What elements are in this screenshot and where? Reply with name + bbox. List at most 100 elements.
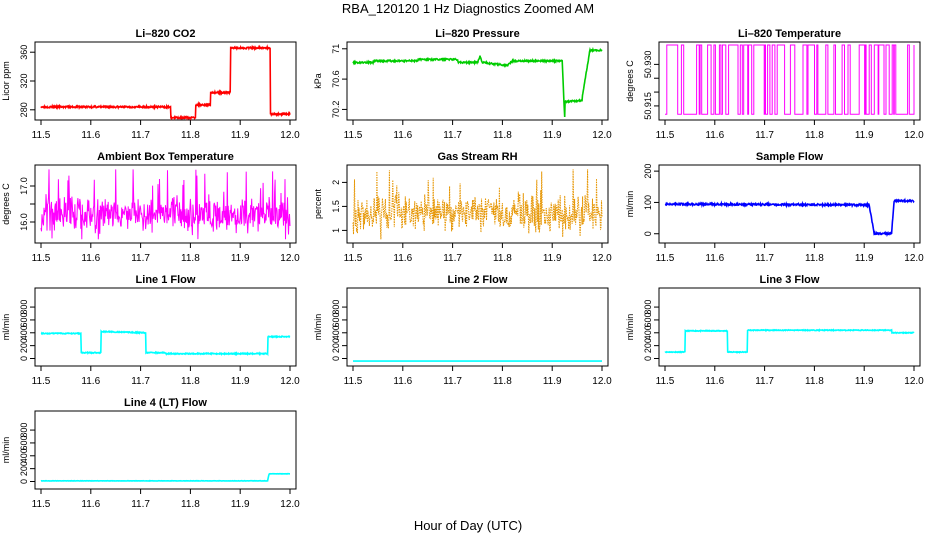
panel-6-xtick-label: 12.0 (280, 376, 300, 387)
panel-5-xtick-label: 11.7 (755, 253, 774, 264)
panel-7-xtick-label: 11.5 (344, 376, 363, 387)
panel-7-xtick-label: 11.8 (493, 376, 512, 387)
panel-8-xtick-label: 12.0 (904, 376, 924, 387)
panel-7: Line 2 Flow 11.5 11.6 11.7 11.8 11.9 12.0 0 2004… (313, 274, 612, 387)
panel-7-xtick-label: 11.9 (543, 376, 562, 387)
panel-0-ytick-label: 280 (19, 102, 29, 117)
panel-3-xtick-label: 12.0 (280, 253, 300, 264)
panel-2-xtick-label: 11.5 (656, 130, 675, 141)
panel-5-frame (658, 164, 921, 244)
panel-4-xtick-label: 12.0 (592, 253, 612, 264)
panel-1-title: Li–820 Pressure (435, 28, 519, 40)
panel-4-xtick-label: 11.7 (443, 253, 462, 264)
panel-4-data-line (352, 169, 603, 240)
panel-7-xtick-label: 11.6 (393, 376, 412, 387)
panel-2-xtick-label: 11.6 (705, 130, 724, 141)
panel-1: Li–820 Pressure 11.5 11.6 11.7 11.8 11.9 12.0 7… (313, 28, 612, 141)
panel-8: Line 3 Flow 11.5 11.6 11.7 11.8 11.9 12.0 0 2004… (625, 274, 924, 387)
panel-1-frame (346, 41, 609, 121)
panel-6-ylabel: ml/min (1, 314, 11, 341)
panel-1-xtick-label: 11.5 (344, 130, 363, 141)
panel-4-xtick-label: 11.8 (493, 253, 512, 264)
panel-6-ytick-label: 0 (19, 356, 29, 361)
panel-9-ytick-label: 600 (19, 435, 29, 450)
panel-1-xtick-label: 11.8 (493, 130, 512, 141)
panel-2-frame (658, 41, 921, 121)
panel-4-ytick-label: 1.5 (331, 200, 341, 213)
panel-6-data-line (40, 329, 291, 357)
panel-5: Sample Flow 11.5 11.6 11.7 11.8 11.9 12.0 0 100 2… (625, 151, 924, 264)
panel-4-xtick-label: 11.6 (393, 253, 412, 264)
panel-8-frame (658, 287, 921, 367)
panel-0: Li–820 CO2 11.5 11.6 11.7 11.8 11.9 12.0 280 320… (1, 28, 300, 141)
panel-8-xtick-label: 11.5 (656, 376, 675, 387)
panel-9-ytick-label: 200 (19, 461, 29, 476)
panel-2: Li–820 Temperature 11.5 11.6 11.7 11.8 11.9 12… (625, 28, 924, 141)
panel-6-ytick-label: 200 (19, 338, 29, 353)
panel-2-ylabel: degrees C (625, 60, 635, 102)
panel-6: Line 1 Flow 11.5 11.6 11.7 11.8 11.9 12.0 0 2004… (1, 274, 300, 387)
panel-6-xtick-label: 11.7 (131, 376, 150, 387)
panel-8-ytick-label: 400 (643, 325, 653, 340)
panel-9-data-line (40, 472, 290, 482)
panel-7-ytick-label: 200 (331, 338, 341, 353)
panel-5-ytick-label: 0 (643, 231, 653, 236)
panel-1-ytick-label: 70.2 (331, 101, 341, 119)
panel-7-ylabel: ml/min (313, 314, 323, 341)
panel-2-ytick-label: 50.915 (643, 92, 653, 120)
panel-9-xtick-label: 11.5 (32, 499, 51, 510)
panel-6-ytick-label: 600 (19, 312, 29, 327)
panel-6-frame (34, 287, 297, 367)
panel-7-title: Line 2 Flow (448, 274, 508, 286)
panel-5-ytick-label: 100 (643, 195, 653, 210)
panel-7-xtick-label: 11.7 (443, 376, 462, 387)
panel-9: Line 4 (LT) Flow 11.5 11.6 11.7 11.8 11.9 12.0… (1, 397, 300, 510)
panel-7-ytick-label: 800 (331, 300, 341, 315)
panel-4-title: Gas Stream RH (437, 151, 517, 163)
panel-0-xtick-label: 11.9 (231, 130, 250, 141)
panel-5-ylabel: ml/min (625, 191, 635, 218)
panel-2-xtick-label: 12.0 (904, 130, 924, 141)
panel-8-xtick-label: 11.8 (805, 376, 824, 387)
panel-0-ylabel: Licor ppm (1, 61, 11, 101)
panel-9-xtick-label: 12.0 (280, 499, 300, 510)
panel-9-ytick-label: 800 (19, 423, 29, 438)
panel-0-xtick-label: 11.5 (32, 130, 51, 141)
panel-5-xtick-label: 11.8 (805, 253, 824, 264)
panel-2-xtick-label: 11.9 (855, 130, 874, 141)
panel-0-xtick-label: 11.6 (81, 130, 100, 141)
panel-3: Ambient Box Temperature 11.5 11.6 11.7 11.8 1… (1, 151, 300, 264)
panel-2-data-line (665, 44, 915, 115)
panel-5-data-line (664, 197, 915, 238)
panel-2-xtick-label: 11.8 (805, 130, 824, 141)
panel-9-xtick-label: 11.9 (231, 499, 250, 510)
panel-1-xtick-label: 11.6 (393, 130, 412, 141)
panel-7-frame (346, 287, 609, 367)
panel-4-ytick-label: 1 (331, 228, 341, 233)
panel-3-ylabel: degrees C (1, 183, 11, 225)
panel-3-xtick-label: 11.5 (32, 253, 51, 264)
panel-8-ylabel: ml/min (625, 314, 635, 341)
page-x-axis-label: Hour of Day (UTC) (413, 518, 523, 533)
panel-9-xtick-label: 11.7 (131, 499, 150, 510)
panel-8-xtick-label: 11.7 (755, 376, 774, 387)
panel-0-data-line (40, 44, 291, 121)
panel-8-ytick-label: 0 (643, 356, 653, 361)
panel-9-title: Line 4 (LT) Flow (124, 397, 207, 409)
panel-4-ytick-label: 2 (331, 180, 341, 185)
panel-8-xtick-label: 11.6 (705, 376, 724, 387)
panel-4-ylabel: percent (313, 188, 323, 219)
panel-6-xtick-label: 11.9 (231, 376, 250, 387)
panel-8-ytick-label: 800 (643, 300, 653, 315)
panel-3-frame (34, 164, 297, 244)
panel-4-xtick-label: 11.5 (344, 253, 363, 264)
panel-0-ytick-label: 320 (19, 73, 29, 88)
panel-1-ytick-label: 71 (331, 44, 341, 54)
panel-3-xtick-label: 11.6 (81, 253, 100, 264)
panel-3-xtick-label: 11.8 (181, 253, 200, 264)
panel-0-xtick-label: 11.7 (131, 130, 150, 141)
panel-7-ytick-label: 400 (331, 325, 341, 340)
panel-8-title: Line 3 Flow (760, 274, 820, 286)
panel-6-title: Line 1 Flow (136, 274, 196, 286)
panel-1-ytick-label: 70.6 (331, 70, 341, 88)
